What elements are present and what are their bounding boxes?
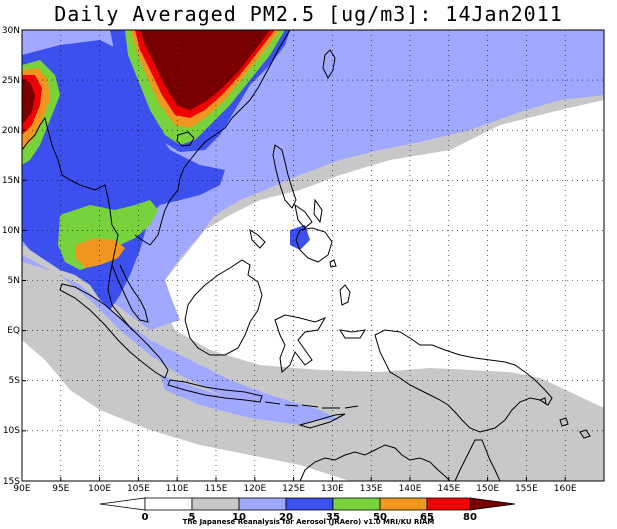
coastline-palawan (249, 228, 266, 249)
lat-label: 20N (2, 126, 20, 136)
lon-label: 160E (554, 484, 577, 494)
field-white-islands (182, 195, 604, 400)
lon-label: 150E (476, 484, 499, 494)
colorbar-cell (285, 497, 334, 511)
concentration-field (22, 30, 604, 481)
coastline-malay (111, 264, 149, 323)
credit-line: The Japanese Reanalysis for Aerosol (JRA… (182, 518, 435, 526)
colorbar-cell (379, 497, 428, 511)
coastline-new-guinea (374, 329, 553, 433)
lon-labels: 90E 95E 100E 105E 110E 115E 120E 125E 13… (13, 484, 577, 494)
coastline-islands (329, 259, 591, 439)
colorbar-cell (191, 497, 240, 511)
coastline-sundas (264, 401, 359, 409)
colorbar-label: 0 (142, 512, 149, 523)
lon-label: 120E (243, 484, 266, 494)
graticule (22, 30, 604, 481)
lon-label: 145E (437, 484, 460, 494)
lon-label: 140E (399, 484, 422, 494)
lat-labels: 30N 25N 20N 15N 10N 5N EQ 5S 10S 15S (2, 26, 20, 487)
field-orange-gulf (75, 238, 125, 268)
colorbar-cell (238, 497, 287, 511)
lat-label: 10S (3, 426, 20, 436)
colorbar: 0 5 10 20 35 50 65 80 (99, 497, 516, 523)
colorbar-cell (332, 497, 381, 511)
lat-label: EQ (7, 326, 20, 336)
colorbar-label: 80 (463, 512, 477, 523)
coastline-timor (298, 413, 346, 429)
coastlines (22, 30, 591, 481)
field-lightblue-java (160, 375, 320, 425)
coastline-sulawesi (274, 314, 327, 373)
coastline-mindanao (295, 227, 333, 263)
coastline-sumatra (59, 283, 169, 379)
field-maroon-north (140, 30, 270, 110)
coastline-java (167, 379, 263, 403)
colorbar-label: 35 (326, 512, 340, 523)
colorbar-cell-high (469, 497, 516, 511)
lon-label: 90E (13, 484, 30, 494)
colorbar-cell-low (99, 497, 146, 511)
lon-label: 155E (515, 484, 538, 494)
coastline-mainland (22, 30, 291, 331)
coastline-moluccas (338, 284, 367, 339)
field-maroon-west (22, 80, 35, 125)
lat-label: 15S (3, 477, 20, 487)
lon-label: 95E (52, 484, 69, 494)
map-title: Daily Averaged PM2.5 [ug/m3]: 14Jan2011 (54, 2, 563, 26)
coastline-visayas (294, 198, 323, 229)
lon-label: 110E (166, 484, 189, 494)
lon-label: 105E (127, 484, 150, 494)
lon-label: 125E (282, 484, 305, 494)
lat-label: 5N (8, 276, 20, 286)
lat-label: 25N (2, 76, 20, 86)
lon-label: 135E (360, 484, 383, 494)
lon-label: 130E (321, 484, 344, 494)
coastline-australia (299, 439, 501, 481)
lat-label: 5S (9, 376, 21, 386)
lat-label: 30N (2, 26, 20, 36)
colorbar-cell (144, 497, 193, 511)
coastline-taiwan (322, 49, 336, 80)
field-blue-patch (290, 225, 310, 250)
colorbar-label: 20 (279, 512, 293, 523)
colorbar-label: 65 (420, 512, 434, 523)
lat-label: 15N (2, 176, 20, 186)
field-grey-lower-right (540, 405, 604, 440)
plot-frame (21, 29, 605, 482)
lon-label: 115E (205, 484, 228, 494)
coastline-borneo (184, 259, 263, 356)
colorbar-label: 5 (189, 512, 196, 523)
colorbar-label: 50 (373, 512, 387, 523)
colorbar-cell (426, 497, 471, 511)
lat-label: 10N (2, 226, 20, 236)
lon-label: 100E (88, 484, 111, 494)
axis-ticks (22, 79, 566, 481)
coastline-luzon (272, 144, 297, 209)
colorbar-label: 10 (232, 512, 246, 523)
